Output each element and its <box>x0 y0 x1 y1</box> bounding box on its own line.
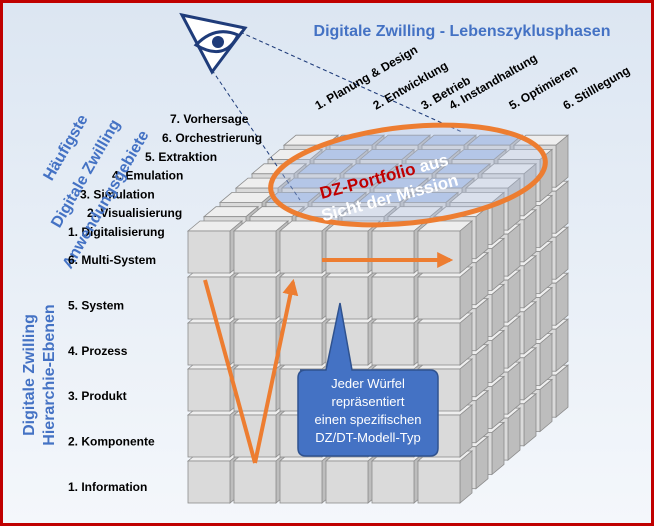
cube-front <box>417 322 461 366</box>
cube-front <box>371 460 415 504</box>
application-label: 4. Emulation <box>112 169 183 183</box>
cube-front <box>187 460 231 504</box>
cube-front <box>233 460 277 504</box>
cube-front <box>187 230 231 274</box>
cube-front <box>417 460 461 504</box>
hierarchy-label: 3. Produkt <box>68 389 127 403</box>
cube-front <box>187 414 231 458</box>
application-label: 1. Digitalisierung <box>68 225 165 239</box>
cube-front <box>325 276 369 320</box>
application-label: 2. Visualisierung <box>87 206 182 220</box>
cube-front <box>233 230 277 274</box>
cube-front <box>187 368 231 412</box>
portfolio-ellipse <box>268 122 548 228</box>
arrows <box>203 252 454 464</box>
application-label: 3. Simulation <box>80 187 155 201</box>
cube-front <box>233 414 277 458</box>
hierarchy-label: 1. Information <box>68 480 147 494</box>
hierarchy-title: Digitale Zwilling <box>21 314 38 436</box>
cube-front <box>279 230 323 274</box>
cube-front <box>233 276 277 320</box>
cube-front <box>187 276 231 320</box>
cube-front <box>325 230 369 274</box>
cube-front <box>279 322 323 366</box>
cube-front <box>417 276 461 320</box>
hierarchy-title: Hierarchie-Ebenen <box>41 304 58 445</box>
eye-icon <box>179 12 463 201</box>
cube-front <box>417 230 461 274</box>
application-label: 6. Orchestrierung <box>162 131 262 145</box>
hierarchy-label: 4. Prozess <box>68 344 128 358</box>
callout-text: DZ/DT-Modell-Typ <box>315 430 420 445</box>
callout-text: repräsentiert <box>332 394 405 409</box>
cube-front <box>371 322 415 366</box>
cube-front <box>371 230 415 274</box>
cube-front <box>233 322 277 366</box>
application-label: 7. Vorhersage <box>170 112 249 126</box>
cube-front <box>279 460 323 504</box>
hierarchy-label: 6. Multi-System <box>68 253 156 267</box>
callout-text: einen spezifischen <box>315 412 422 427</box>
callout-text: Jeder Würfel <box>331 376 405 391</box>
hierarchy-label: 5. System <box>68 298 124 312</box>
title: Digitale Zwilling - Lebenszyklusphasen <box>314 23 611 40</box>
callout-box <box>297 302 439 457</box>
cube-front <box>325 460 369 504</box>
application-label: 5. Extraktion <box>145 150 217 164</box>
cube-front <box>371 276 415 320</box>
hierarchy-label: 2. Komponente <box>68 435 155 449</box>
